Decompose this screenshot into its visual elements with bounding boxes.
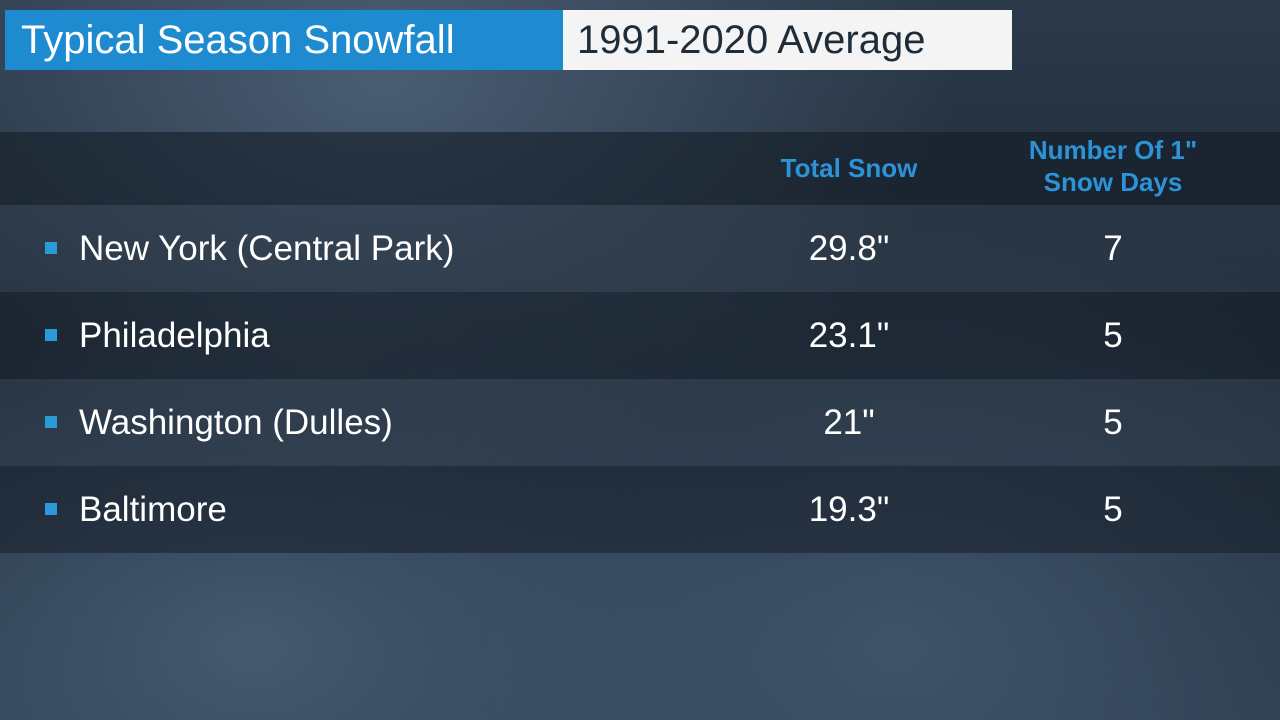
city: Philadelphia — [79, 316, 270, 355]
total-snow: 19.3" — [808, 490, 890, 529]
total-snow: 21" — [823, 403, 875, 442]
column-header: Number Of 1" Snow Days — [1028, 135, 1198, 197]
city: Washington (Dulles) — [79, 403, 393, 442]
snow-days: 5 — [1103, 403, 1123, 442]
total-snow: 23.1" — [808, 316, 890, 355]
snow-days: 5 — [1103, 490, 1123, 529]
table-row: Baltimore 19.3" 5 — [0, 466, 1280, 553]
title: Typical Season Snowfall — [5, 10, 563, 70]
bullet — [45, 242, 57, 254]
city: Baltimore — [79, 490, 227, 529]
table-row: Philadelphia 23.1" 5 — [0, 292, 1280, 379]
column-header: Total Snow — [780, 153, 918, 183]
total-snow: 29.8" — [808, 229, 890, 268]
table-row: Washington (Dulles) 21" 5 — [0, 379, 1280, 466]
bullet — [45, 329, 57, 341]
table-header: Total Snow Number Of 1" Snow Days — [0, 132, 1280, 205]
bullet — [45, 416, 57, 428]
bullet — [45, 503, 57, 515]
subtitle: 1991-2020 Average — [563, 10, 1012, 70]
table-row: New York (Central Park) 29.8" 7 — [0, 205, 1280, 292]
snow-days: 7 — [1103, 229, 1123, 268]
city: New York (Central Park) — [79, 229, 455, 268]
snow-days: 5 — [1103, 316, 1123, 355]
